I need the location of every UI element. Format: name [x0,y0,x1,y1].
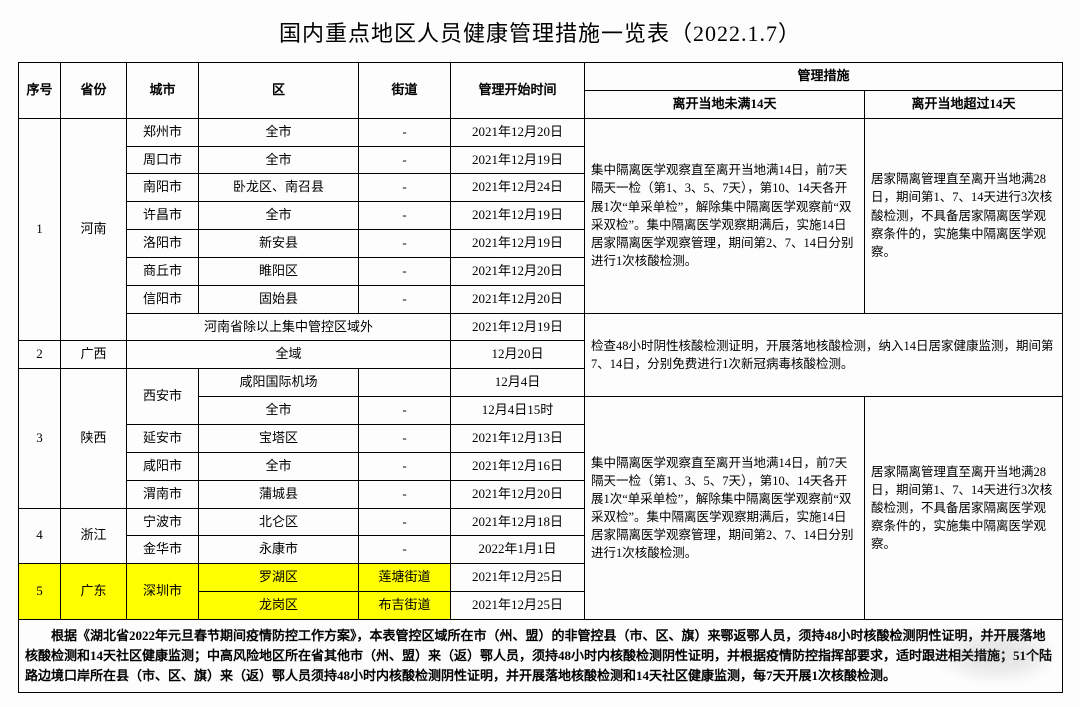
cell-over14-b: 居家隔离管理直至离开当地满28日，期间第1、7、14天进行3次核酸检测，不具备居… [865,397,1063,620]
col-street: 街道 [359,63,451,119]
header-row-1: 序号 省份 城市 区 街道 管理开始时间 管理措施 [19,63,1063,91]
cell-district: 固始县 [199,285,359,313]
cell-start: 2021年12月20日 [451,257,585,285]
cell-city: 商丘市 [127,257,199,285]
cell-city: 宁波市 [127,508,199,536]
cell-start: 2022年1月1日 [451,536,585,564]
col-measures: 管理措施 [585,63,1063,91]
cell-street: - [359,452,451,480]
policy-table: 序号 省份 城市 区 街道 管理开始时间 管理措施 离开当地未满14天 离开当地… [18,62,1063,693]
cell-idx: 5 [19,564,61,620]
cell-start: 2021年12月16日 [451,452,585,480]
cell-district: 罗湖区 [199,564,359,592]
cell-start: 2021年12月25日 [451,592,585,620]
cell-province: 广东 [61,564,127,620]
cell-city: 周口市 [127,146,199,174]
cell-street: - [359,230,451,258]
footnote-row: 根据《湖北省2022年元旦春节期间疫情防控工作方案》，本表管控区域所在市（州、盟… [19,619,1063,692]
table-row: 河南省除以上集中管控区域外 2021年12月19日 检查48小时阴性核酸检测证明… [19,313,1063,341]
cell-street: - [359,397,451,425]
cell-province: 河南 [61,118,127,341]
cell-under14: 集中隔离医学观察直至离开当地满14日，前7天隔天一检（第1、3、5、7天），第1… [585,118,865,313]
cell-district: 全市 [199,202,359,230]
cell-district: 全市 [199,118,359,146]
cell-idx: 2 [19,341,61,369]
cell-start: 12月4日 [451,369,585,397]
cell-city: 延安市 [127,424,199,452]
cell-street: 布吉街道 [359,592,451,620]
cell-city: 洛阳市 [127,230,199,258]
cell-city: 南阳市 [127,174,199,202]
footnote: 根据《湖北省2022年元旦春节期间疫情防控工作方案》，本表管控区域所在市（州、盟… [19,619,1063,692]
cell-district: 全市 [199,452,359,480]
cell-start: 2021年12月19日 [451,202,585,230]
cell-province: 陕西 [61,369,127,508]
cell-district: 睢阳区 [199,257,359,285]
page-title: 国内重点地区人员健康管理措施一览表（2022.1.7） [18,16,1062,48]
cell-province: 广西 [61,341,127,369]
cell-street: - [359,424,451,452]
cell-street: - [359,480,451,508]
cell-street [359,369,451,397]
cell-check48: 检查48小时阴性核酸检测证明，开展落地核酸检测，纳入14日居家健康监测，期间第7… [585,313,1063,397]
cell-start: 2021年12月19日 [451,230,585,258]
cell-district: 全市 [199,397,359,425]
cell-start: 2021年12月25日 [451,564,585,592]
cell-district: 龙岗区 [199,592,359,620]
cell-district: 永康市 [199,536,359,564]
cell-street: - [359,202,451,230]
col-start: 管理开始时间 [451,63,585,119]
col-district: 区 [199,63,359,119]
cell-street: - [359,285,451,313]
cell-street: - [359,257,451,285]
cell-province: 浙江 [61,508,127,564]
cell-idx: 4 [19,508,61,564]
cell-start: 12月4日15时 [451,397,585,425]
table-row: 1 河南 郑州市 全市 - 2021年12月20日 集中隔离医学观察直至离开当地… [19,118,1063,146]
cell-district: 咸阳国际机场 [199,369,359,397]
cell-city: 许昌市 [127,202,199,230]
cell-start: 12月20日 [451,341,585,369]
cell-street: - [359,174,451,202]
cell-city: 咸阳市 [127,452,199,480]
col-over14: 离开当地超过14天 [865,90,1063,118]
cell-start: 2021年12月19日 [451,313,585,341]
cell-under14-b: 集中隔离医学观察直至离开当地满14日，前7天隔天一检（第1、3、5、7天），第1… [585,397,865,620]
cell-street: 莲塘街道 [359,564,451,592]
cell-henan-rest: 河南省除以上集中管控区域外 [127,313,451,341]
cell-city: 金华市 [127,536,199,564]
cell-city: 深圳市 [127,564,199,620]
cell-idx: 1 [19,118,61,341]
cell-district: 宝塔区 [199,424,359,452]
cell-start: 2021年12月20日 [451,480,585,508]
cell-city: 郑州市 [127,118,199,146]
cell-street: - [359,146,451,174]
cell-start: 2021年12月20日 [451,285,585,313]
cell-start: 2021年12月13日 [451,424,585,452]
cell-district: 北仑区 [199,508,359,536]
col-province: 省份 [61,63,127,119]
cell-city: 信阳市 [127,285,199,313]
col-under14: 离开当地未满14天 [585,90,865,118]
col-idx: 序号 [19,63,61,119]
cell-district: 蒲城县 [199,480,359,508]
cell-district: 卧龙区、南召县 [199,174,359,202]
col-city: 城市 [127,63,199,119]
cell-idx: 3 [19,369,61,508]
cell-city: 西安市 [127,369,199,425]
cell-city: 渭南市 [127,480,199,508]
cell-start: 2021年12月18日 [451,508,585,536]
cell-district: 新安县 [199,230,359,258]
cell-street: - [359,536,451,564]
cell-over14: 居家隔离管理直至离开当地满28日，期间第1、7、14天进行3次核酸检测，不具备居… [865,118,1063,313]
cell-street: - [359,118,451,146]
cell-start: 2021年12月20日 [451,118,585,146]
page: 国内重点地区人员健康管理措施一览表（2022.1.7） 序号 省份 城市 区 街… [0,0,1080,707]
cell-street: - [359,508,451,536]
cell-gx-all: 全域 [127,341,451,369]
cell-district: 全市 [199,146,359,174]
cell-start: 2021年12月19日 [451,146,585,174]
cell-start: 2021年12月24日 [451,174,585,202]
